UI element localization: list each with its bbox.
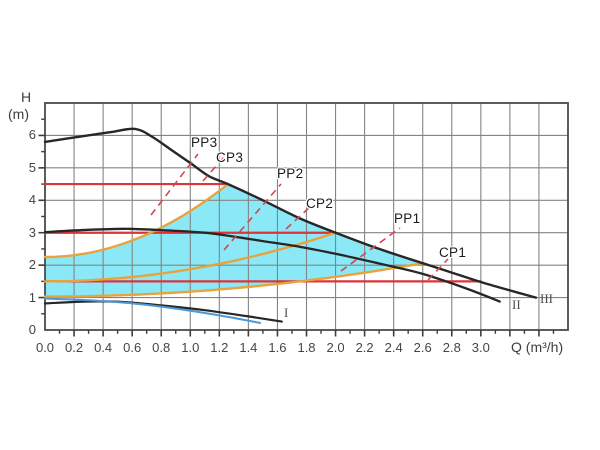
pp-curve-pp3 bbox=[43, 182, 230, 259]
x-tick-label: 2.2 bbox=[355, 340, 374, 355]
x-tick-label: 1.8 bbox=[297, 340, 316, 355]
x-tick-label: 1.4 bbox=[239, 340, 258, 355]
leader-line-pp3 bbox=[150, 153, 199, 216]
speed-I-curve bbox=[43, 300, 283, 323]
y-tick-label: 3 bbox=[28, 224, 36, 240]
y-tick-label: 4 bbox=[28, 192, 36, 208]
y-tick-label: 1 bbox=[28, 289, 36, 305]
x-tick-label: 0.2 bbox=[65, 340, 84, 355]
label-cp2: CP2 bbox=[306, 196, 334, 211]
leader-line-cp1 bbox=[427, 258, 449, 281]
leader-line-pp1 bbox=[340, 227, 401, 272]
y-tick-label: 5 bbox=[28, 159, 36, 175]
x-tick-label: 2.6 bbox=[413, 340, 432, 355]
label-speed-3: III bbox=[540, 291, 553, 306]
y-tick-label: 2 bbox=[28, 257, 36, 273]
pp-curve-pp1 bbox=[43, 262, 424, 298]
leader-line-pp2 bbox=[223, 183, 282, 251]
label-speed-2: II bbox=[512, 297, 521, 312]
y-axis-unit: (m) bbox=[8, 106, 29, 122]
y-axis-symbol: H bbox=[21, 89, 32, 105]
x-tick-label: 2.4 bbox=[384, 340, 403, 355]
operating-range-region bbox=[45, 184, 423, 297]
x-tick-label: 1.0 bbox=[181, 340, 200, 355]
label-pp1: PP1 bbox=[394, 211, 421, 226]
label-cp1: CP1 bbox=[439, 245, 467, 260]
pp-curve-pp2 bbox=[43, 231, 337, 283]
label-cp3: CP3 bbox=[216, 150, 244, 165]
leader-line-cp2 bbox=[285, 205, 312, 230]
leader-line-cp3 bbox=[202, 156, 225, 182]
min-curve-blue bbox=[44, 297, 261, 324]
speed-II-curve bbox=[43, 227, 501, 303]
x-tick-label: 0.4 bbox=[94, 340, 113, 355]
x-axis-title: Q (m³/h) bbox=[511, 339, 564, 355]
x-tick-label: 0.0 bbox=[35, 340, 55, 355]
x-tick-label: 0.8 bbox=[152, 340, 171, 355]
x-tick-label: 2.8 bbox=[442, 340, 461, 355]
x-tick-label: 2.0 bbox=[326, 340, 345, 355]
x-tick-label: 1.2 bbox=[210, 340, 229, 355]
x-tick-label: 1.6 bbox=[268, 340, 287, 355]
y-tick-label: 6 bbox=[28, 127, 36, 143]
label-speed-1: I bbox=[284, 305, 289, 320]
speed-III-max-curve bbox=[43, 127, 538, 299]
x-tick-label: 3.0 bbox=[471, 340, 490, 355]
y-tick-label: 0 bbox=[28, 322, 36, 337]
label-pp3: PP3 bbox=[191, 135, 218, 150]
label-pp2: PP2 bbox=[277, 166, 304, 181]
x-tick-label: 0.6 bbox=[123, 340, 142, 355]
